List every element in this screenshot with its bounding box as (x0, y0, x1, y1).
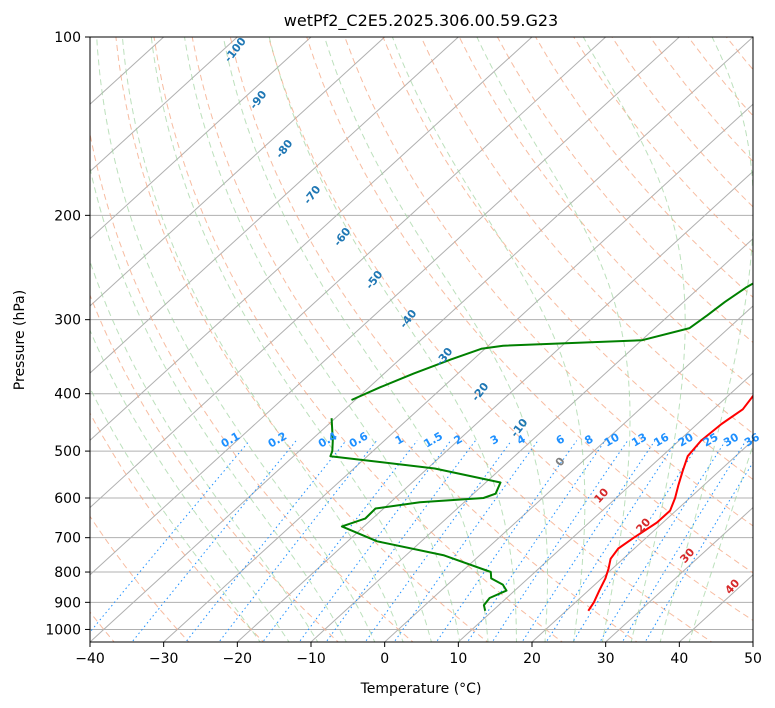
moist-adiabat-line (688, 443, 753, 642)
dry-adiabat-line (153, 37, 564, 642)
series-lines (329, 282, 753, 612)
isotherm-line (90, 37, 386, 307)
dry-adiabat-line (191, 37, 638, 642)
moist-adiabat-line (150, 37, 432, 642)
x-tick-label: 20 (523, 651, 541, 667)
isotherm-line (90, 37, 753, 642)
isotherm-line (90, 37, 460, 374)
y-tick-label: 200 (54, 208, 81, 224)
dry-adiabat-line (306, 37, 753, 574)
isotherm-line (90, 37, 533, 442)
mixing-ratio-line (644, 461, 753, 642)
dry-adiabat-line (90, 131, 414, 642)
y-tick-label: 1000 (45, 622, 81, 638)
y-tick-label: 300 (54, 313, 81, 329)
x-tick-label: 0 (380, 651, 389, 667)
dry-adiabat-line (90, 293, 339, 642)
moist-adiabat-line (323, 37, 548, 642)
mixing-ratio-line (435, 440, 578, 642)
moist-adiabat-line (121, 37, 404, 642)
y-tick-label: 700 (54, 531, 81, 547)
series-line (351, 282, 753, 401)
mixing-ratio-line (621, 440, 747, 642)
x-tick-label: 40 (670, 651, 688, 667)
moist-adiabat-line (391, 37, 586, 642)
x-tick-label: 30 (597, 651, 615, 667)
isotherm-line (531, 439, 753, 642)
y-tick-label: 500 (54, 444, 81, 460)
dry-adiabat-line (496, 37, 753, 344)
dry-adiabat-line (382, 37, 753, 481)
moist-adiabat-line (582, 37, 686, 642)
y-tick-label: 900 (54, 595, 81, 611)
y-tick-label: 100 (54, 30, 81, 46)
chart-title: wetPf2_C2E5.2025.306.00.59.G23 (284, 11, 558, 31)
dry-adiabat-line (115, 37, 489, 642)
mixing-ratio-line (218, 440, 378, 642)
dry-adiabat-line (268, 37, 753, 622)
isotherm-line (236, 170, 753, 642)
x-tick-label: −40 (75, 651, 105, 667)
x-tick-label: −10 (296, 651, 326, 667)
mixing-ratio-line (325, 440, 476, 642)
isotherm-line (90, 37, 607, 509)
moist-adiabat-line (659, 37, 753, 642)
plot-frame (89, 36, 754, 643)
mixing-ratio-line (572, 440, 702, 642)
series-line (329, 418, 508, 612)
mixing-ratio-line (466, 440, 606, 642)
reference-lines (90, 37, 775, 644)
moist-adiabat-line (96, 37, 376, 642)
x-tick-label: 50 (744, 651, 762, 667)
mixing-ratio-line (185, 440, 347, 642)
isotherm-line (604, 506, 753, 642)
x-axis-ticks: −40 −30 −20 −10 0 10 20 30 40 50 (75, 642, 762, 667)
isotherm-line (457, 372, 753, 642)
isotherm-line (162, 103, 753, 642)
y-tick-label: 400 (54, 387, 81, 403)
dry-adiabat-line (90, 412, 265, 642)
dry-adiabat-line (765, 37, 775, 644)
y-axis-ticks: 100 200 300 400 500 600 700 800 900 1000 (45, 30, 90, 638)
x-axis-title: Temperature (°C) (360, 681, 482, 697)
y-tick-label: 800 (54, 565, 81, 581)
x-tick-label: −30 (149, 651, 179, 667)
isotherm-line (310, 237, 753, 642)
isotherm-line (90, 37, 681, 576)
y-tick-label: 600 (54, 491, 81, 507)
dry-adiabat-line (420, 37, 753, 435)
grid-lines (90, 37, 753, 642)
mixing-ratio-line (90, 440, 250, 633)
isotherm-line (90, 37, 312, 240)
moist-adiabat-line (183, 37, 461, 642)
moist-adiabat-line (476, 37, 631, 642)
isotherm-line (383, 305, 753, 642)
moist-adiabat-line (268, 37, 517, 642)
x-tick-label: 10 (449, 651, 467, 667)
dry-adiabat-line (535, 37, 753, 298)
isotherm-line (90, 37, 239, 173)
series-line (587, 394, 753, 612)
dry-adiabat-line (229, 37, 713, 642)
moist-adiabat-line (90, 387, 261, 642)
x-tick-label: −20 (223, 651, 253, 667)
moist-adiabat-line (90, 329, 290, 642)
mixing-ratio-line (131, 440, 297, 642)
moist-adiabat-line (222, 37, 489, 642)
dry-adiabat-line (458, 37, 753, 389)
y-axis-title: Pressure (hPa) (12, 290, 28, 390)
